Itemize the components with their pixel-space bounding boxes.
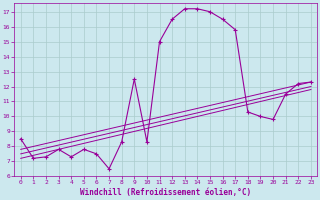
X-axis label: Windchill (Refroidissement éolien,°C): Windchill (Refroidissement éolien,°C) [80, 188, 252, 197]
